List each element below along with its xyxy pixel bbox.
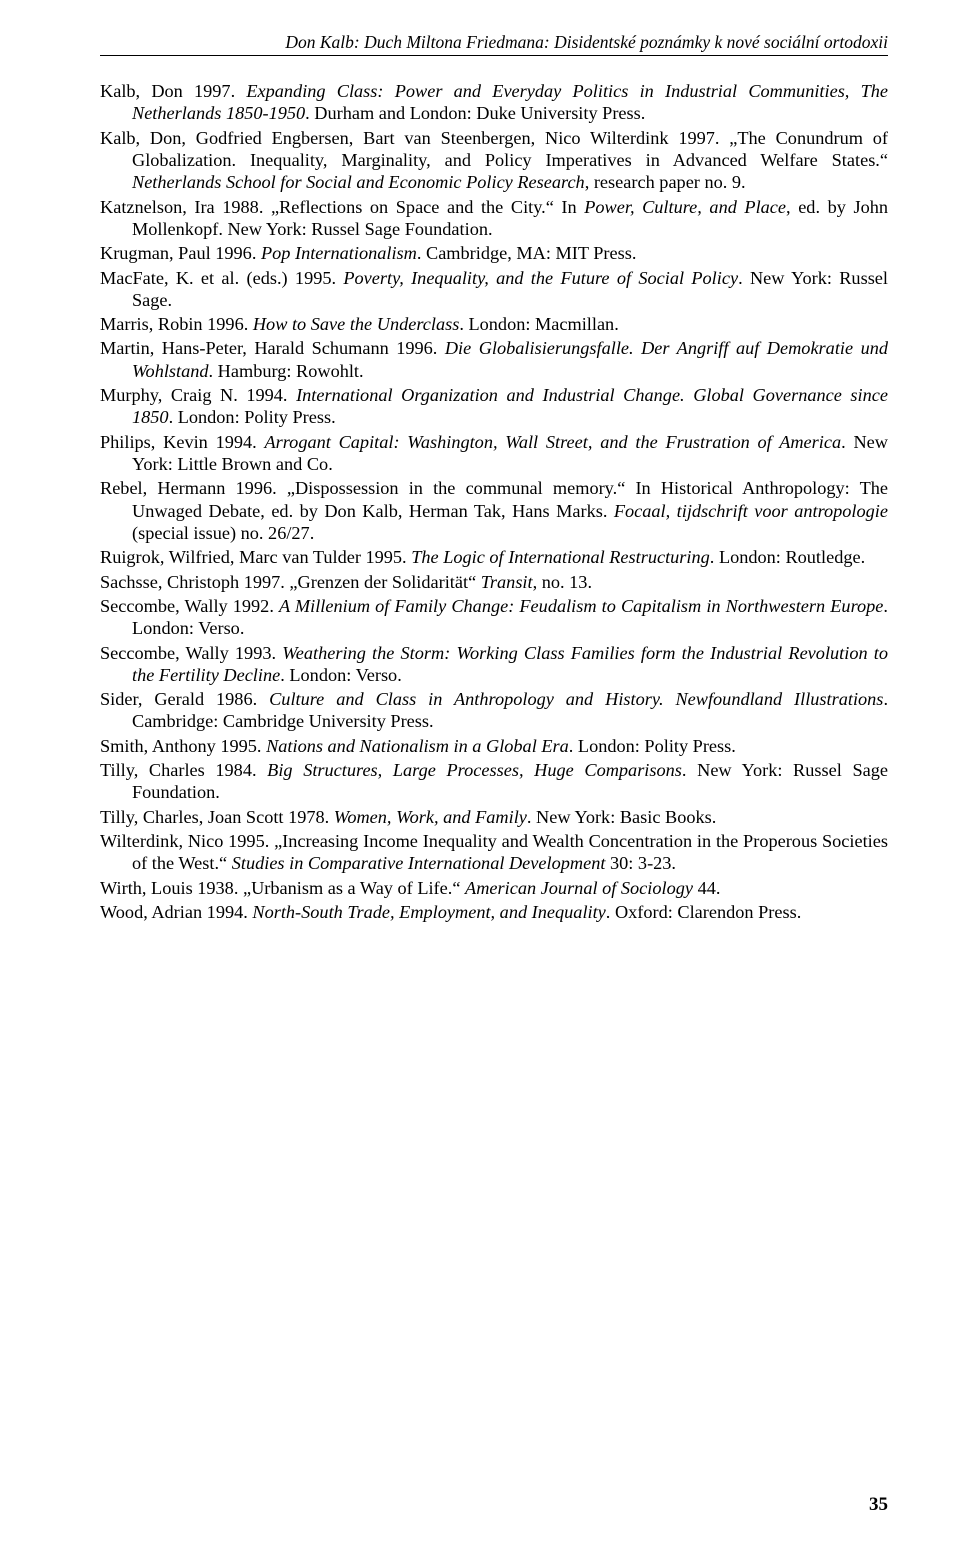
page-number: 35 <box>869 1494 888 1516</box>
reference-italic: Die Globalisierungsfalle. Der Angriff au… <box>132 338 888 380</box>
reference-entry: Wood, Adrian 1994. North-South Trade, Em… <box>100 901 888 923</box>
reference-italic: Pop Internationalism <box>261 243 417 263</box>
reference-italic: Culture and Class in Anthropology and Hi… <box>269 689 883 709</box>
reference-entry: Seccombe, Wally 1993. Weathering the Sto… <box>100 642 888 687</box>
reference-italic: A Millenium of Family Change: Feudalism … <box>279 596 883 616</box>
reference-entry: Kalb, Don, Godfried Engbersen, Bart van … <box>100 127 888 194</box>
reference-italic: Arrogant Capital: Washington, Wall Stree… <box>264 432 841 452</box>
reference-entry: Ruigrok, Wilfried, Marc van Tulder 1995.… <box>100 546 888 568</box>
reference-entry: Rebel, Hermann 1996. „Dispossession in t… <box>100 477 888 544</box>
reference-entry: Kalb, Don 1997. Expanding Class: Power a… <box>100 80 888 125</box>
reference-entry: Murphy, Craig N. 1994. International Org… <box>100 384 888 429</box>
reference-italic: North-South Trade, Employment, and Inequ… <box>252 902 605 922</box>
page-container: Don Kalb: Duch Miltona Friedmana: Diside… <box>0 0 960 965</box>
reference-entry: Philips, Kevin 1994. Arrogant Capital: W… <box>100 431 888 476</box>
reference-entry: Sider, Gerald 1986. Culture and Class in… <box>100 688 888 733</box>
reference-italic: Big Structures, Large Processes, Huge Co… <box>267 760 682 780</box>
reference-entry: Seccombe, Wally 1992. A Millenium of Fam… <box>100 595 888 640</box>
reference-entry: Krugman, Paul 1996. Pop Internationalism… <box>100 242 888 264</box>
reference-italic: How to Save the Underclass <box>253 314 459 334</box>
reference-italic: Focaal, tijdschrift voor antropologie <box>614 501 888 521</box>
reference-italic: American Journal of Sociology <box>465 878 693 898</box>
reference-entry: Marris, Robin 1996. How to Save the Unde… <box>100 313 888 335</box>
reference-entry: MacFate, K. et al. (eds.) 1995. Poverty,… <box>100 267 888 312</box>
reference-italic: The Logic of International Restructuring <box>411 547 710 567</box>
reference-entry: Smith, Anthony 1995. Nations and Nationa… <box>100 735 888 757</box>
reference-italic: Netherlands School for Social and Econom… <box>132 172 585 192</box>
reference-italic: Power, Culture, and Place <box>584 197 786 217</box>
reference-entry: Wilterdink, Nico 1995. „Increasing Incom… <box>100 830 888 875</box>
reference-italic: Expanding Class: Power and Everyday Poli… <box>132 81 888 123</box>
reference-entry: Tilly, Charles, Joan Scott 1978. Women, … <box>100 806 888 828</box>
reference-entry: Sachsse, Christoph 1997. „Grenzen der So… <box>100 571 888 593</box>
reference-italic: Nations and Nationalism in a Global Era <box>266 736 569 756</box>
reference-italic: Poverty, Inequality, and the Future of S… <box>343 268 738 288</box>
running-head: Don Kalb: Duch Miltona Friedmana: Diside… <box>100 32 888 56</box>
reference-entry: Katznelson, Ira 1988. „Reflections on Sp… <box>100 196 888 241</box>
reference-entry: Tilly, Charles 1984. Big Structures, Lar… <box>100 759 888 804</box>
reference-entry: Wirth, Louis 1938. „Urbanism as a Way of… <box>100 877 888 899</box>
reference-italic: International Organization and Industria… <box>132 385 888 427</box>
reference-italic: Studies in Comparative International Dev… <box>232 853 606 873</box>
reference-italic: Weathering the Storm: Working Class Fami… <box>132 643 888 685</box>
reference-italic: Transit <box>481 572 533 592</box>
reference-italic: Women, Work, and Family <box>334 807 527 827</box>
references-list: Kalb, Don 1997. Expanding Class: Power a… <box>100 80 888 923</box>
reference-entry: Martin, Hans-Peter, Harald Schumann 1996… <box>100 337 888 382</box>
